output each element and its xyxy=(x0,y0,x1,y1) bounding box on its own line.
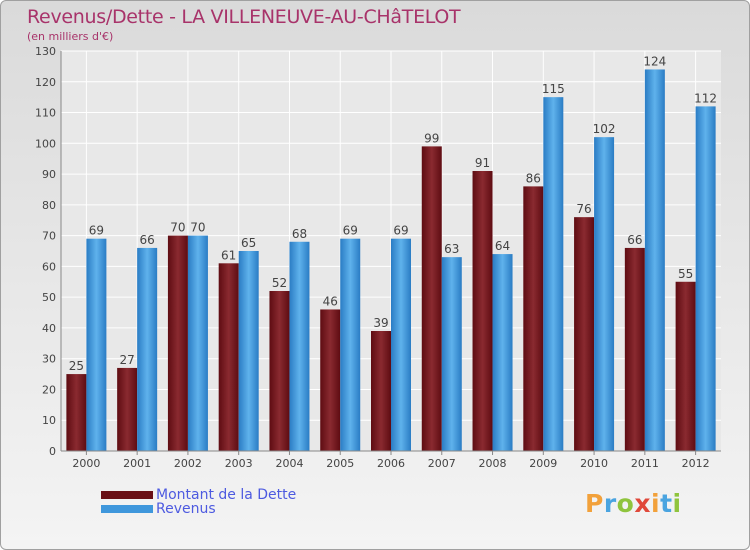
x-tick-label: 2002 xyxy=(174,457,202,470)
data-label-debt: 76 xyxy=(576,202,591,216)
data-label-revenus: 63 xyxy=(444,242,459,256)
x-tick-label: 2012 xyxy=(682,457,710,470)
logo-letter: P xyxy=(585,489,604,518)
data-label-revenus: 124 xyxy=(643,54,666,68)
logo-letter: i xyxy=(651,489,661,518)
bar-revenus xyxy=(137,247,158,451)
data-label-revenus: 68 xyxy=(292,227,307,241)
legend-item-debt: Montant de la Dette xyxy=(101,488,296,502)
bar-revenus xyxy=(391,238,411,451)
data-label-revenus: 65 xyxy=(241,236,256,250)
chart-title: Revenus/Dette - LA VILLENEUVE-AU-CHâTELO… xyxy=(27,6,461,28)
y-tick-label: 60 xyxy=(42,260,56,273)
bar-revenus xyxy=(492,254,513,451)
bar-debt xyxy=(320,309,341,451)
y-tick-label: 10 xyxy=(42,414,56,427)
bar-debt xyxy=(66,374,87,451)
legend-item-revenus: Revenus xyxy=(101,502,216,516)
data-label-revenus: 70 xyxy=(190,221,205,235)
data-label-revenus: 69 xyxy=(393,224,408,238)
data-label-debt: 91 xyxy=(475,156,490,170)
y-tick-label: 20 xyxy=(42,383,56,396)
data-label-revenus: 112 xyxy=(694,91,717,105)
data-label-debt: 52 xyxy=(272,276,287,290)
data-label-debt: 61 xyxy=(221,248,236,262)
data-label-debt: 86 xyxy=(526,171,541,185)
logo-letter: o xyxy=(616,489,635,518)
data-label-revenus: 69 xyxy=(89,224,104,238)
bar-revenus xyxy=(238,251,259,451)
bar-debt xyxy=(269,291,290,451)
bar-revenus xyxy=(289,241,310,451)
x-tick-label: 2003 xyxy=(225,457,253,470)
legend-label-debt: Montant de la Dette xyxy=(156,487,297,503)
bar-revenus xyxy=(594,137,615,451)
data-label-revenus: 66 xyxy=(140,233,155,247)
data-label-revenus: 64 xyxy=(495,239,510,253)
bar-debt xyxy=(472,171,493,451)
x-tick-label: 2005 xyxy=(326,457,354,470)
y-tick-label: 40 xyxy=(42,322,56,335)
y-tick-label: 90 xyxy=(42,168,56,181)
y-tick-label: 120 xyxy=(35,76,56,89)
x-tick-label: 2007 xyxy=(428,457,456,470)
bar-debt xyxy=(675,281,696,451)
x-tick-label: 2000 xyxy=(72,457,100,470)
bar-revenus xyxy=(187,235,208,451)
data-label-debt: 25 xyxy=(69,359,84,373)
legend-swatch-debt xyxy=(101,491,153,499)
x-tick-label: 2008 xyxy=(479,457,507,470)
logo-letter: t xyxy=(660,489,673,518)
legend-label-revenus: Revenus xyxy=(156,501,216,517)
x-tick-label: 2009 xyxy=(529,457,557,470)
y-tick-label: 80 xyxy=(42,199,56,212)
data-label-revenus: 102 xyxy=(593,122,616,136)
bar-revenus xyxy=(86,238,107,451)
bar-debt xyxy=(421,146,442,451)
y-tick-label: 70 xyxy=(42,230,56,243)
logo-letter: r xyxy=(603,489,617,518)
data-label-debt: 70 xyxy=(170,221,185,235)
data-label-debt: 55 xyxy=(678,267,693,281)
chart-subtitle: (en milliers d'€) xyxy=(27,30,114,43)
y-tick-label: 130 xyxy=(35,45,56,58)
x-tick-label: 2010 xyxy=(580,457,608,470)
x-tick-label: 2001 xyxy=(123,457,151,470)
x-tick-label: 2006 xyxy=(377,457,405,470)
data-label-debt: 39 xyxy=(373,316,388,330)
proxiti-logo: Proxiti xyxy=(585,489,682,518)
y-tick-label: 30 xyxy=(42,353,56,366)
y-tick-label: 0 xyxy=(49,445,56,458)
y-tick-label: 50 xyxy=(42,291,56,304)
data-label-debt: 27 xyxy=(120,353,135,367)
y-tick-label: 110 xyxy=(35,107,56,120)
bar-revenus xyxy=(695,106,716,451)
data-label-debt: 66 xyxy=(627,233,642,247)
bar-debt xyxy=(218,263,239,451)
logo-letter: x xyxy=(634,489,651,518)
bar-debt xyxy=(624,247,645,451)
bar-revenus xyxy=(543,97,564,452)
data-label-revenus: 115 xyxy=(542,82,565,96)
bar-revenus xyxy=(340,238,361,451)
bar-debt xyxy=(574,217,595,451)
bar-revenus xyxy=(441,257,462,451)
x-tick-label: 2011 xyxy=(631,457,659,470)
data-label-revenus: 69 xyxy=(343,224,358,238)
x-tick-label: 2004 xyxy=(275,457,303,470)
bar-debt xyxy=(523,186,544,451)
bar-revenus xyxy=(644,69,665,451)
data-label-debt: 99 xyxy=(424,131,439,145)
data-label-debt: 46 xyxy=(323,294,338,308)
bar-debt xyxy=(371,331,391,451)
bar-debt xyxy=(117,367,138,451)
y-tick-label: 100 xyxy=(35,137,56,150)
logo-letter: i xyxy=(672,489,682,518)
bar-debt xyxy=(167,235,188,451)
legend-swatch-revenus xyxy=(101,505,153,513)
